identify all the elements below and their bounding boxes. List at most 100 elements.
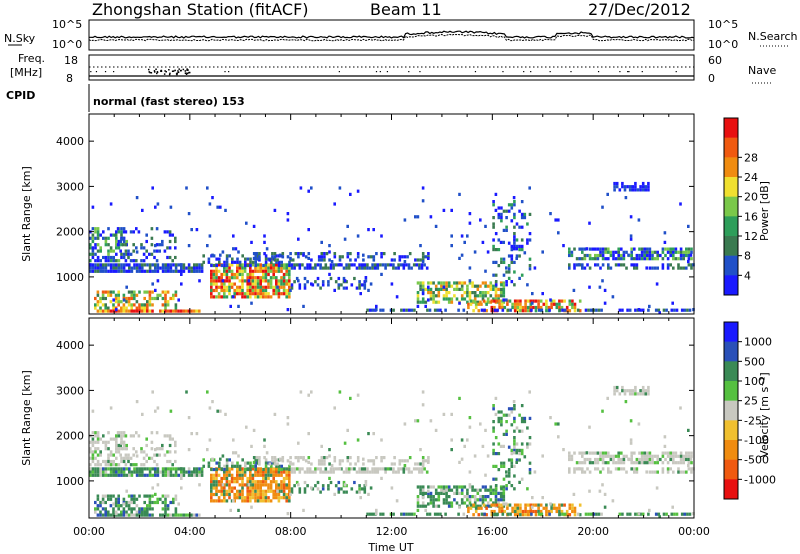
power-cell [333,252,337,256]
power-cell [476,300,480,304]
velocity-cell [379,467,382,471]
velocity-cell [156,483,160,487]
velocity-cell [251,473,255,477]
power-cell [458,192,461,196]
velocity-cell [468,416,472,420]
power-cell [117,303,120,307]
velocity-cell [653,454,657,458]
velocity-cell [445,501,448,505]
velocity-cell [135,400,139,404]
power-cell [418,263,421,267]
velocity-cell [528,390,531,394]
power-cell [568,302,572,306]
velocity-cell [275,470,278,474]
velocity-cell [109,406,113,410]
power-cell [215,257,218,261]
velocity-cell [275,458,278,462]
velocity-cell [524,509,527,514]
power-cell [481,291,485,295]
velocity-cell [264,464,268,468]
power-cell [120,255,123,260]
velocity-cell [127,504,131,508]
power-cell [166,230,169,234]
power-cell [631,188,635,192]
power-cell [482,299,486,303]
power-cell [427,298,430,302]
power-cell [349,192,352,196]
power-cell [663,240,667,244]
power-cell [125,300,128,304]
power-cell [321,280,325,284]
velocity-cell [421,504,425,508]
power-cell [429,287,433,291]
velocity-cell [130,473,134,477]
velocity-cell [507,458,511,462]
power-cell [153,296,157,301]
velocity-cell [601,467,605,471]
power-cell [264,269,268,273]
power-cell [96,309,100,313]
power-cell [588,266,592,270]
power-cell [685,247,688,251]
power-cell [467,302,470,306]
velocity-cell [669,467,672,471]
velocity-cell [282,489,286,493]
velocity-cell [333,492,336,496]
power-cell [479,218,482,222]
velocity-cell [573,506,577,510]
power-cell [669,253,672,258]
velocity-cell [168,450,172,454]
velocity-cell [210,476,213,481]
velocity-cell [288,476,291,481]
freq-point [597,71,600,73]
power-cell [277,263,281,268]
power-cell [548,308,551,312]
velocity-cell [445,488,448,492]
velocity-cell [264,496,268,500]
velocity-cell [663,444,667,448]
power-cell [251,279,255,283]
velocity-cell [342,490,346,494]
velocity-cell [112,470,115,474]
velocity-cell [282,480,286,484]
velocity-cell [301,467,304,471]
freq-point [155,68,157,71]
nsky-series [89,30,695,39]
power-cell [302,253,305,257]
velocity-cell [259,496,262,500]
velocity-cell [575,461,579,465]
power-cell [200,266,204,270]
velocity-cell [634,385,637,390]
velocity-cell [200,467,204,471]
power-cell [251,276,255,280]
velocity-cell [502,502,505,506]
power-cell [320,255,324,259]
velocity-cell [421,485,425,489]
velocity-cell [679,454,683,458]
power-cell [198,263,201,267]
power-cell [329,266,333,270]
power-cell [592,308,596,312]
power-cell [473,291,477,295]
power-cell [210,292,213,296]
power-cell [215,269,218,273]
velocity-cell [198,513,201,517]
velocity-cell [143,507,146,511]
velocity-cell [267,473,270,477]
power-cell [369,255,373,259]
power-cell [221,279,225,283]
velocity-cell [523,416,527,420]
power-cell [169,296,172,301]
power-cell [552,299,556,303]
power-cell [468,266,472,270]
power-cell [552,302,556,306]
power-cell [285,269,288,273]
power-cell [420,266,424,270]
power-cell [264,292,268,296]
power-cell [298,286,302,290]
velocity-cell [416,495,420,499]
colorbar-swatch [724,420,738,441]
velocity-cell [262,470,265,474]
colorbar-swatch [724,400,738,421]
power-cell [290,266,294,270]
